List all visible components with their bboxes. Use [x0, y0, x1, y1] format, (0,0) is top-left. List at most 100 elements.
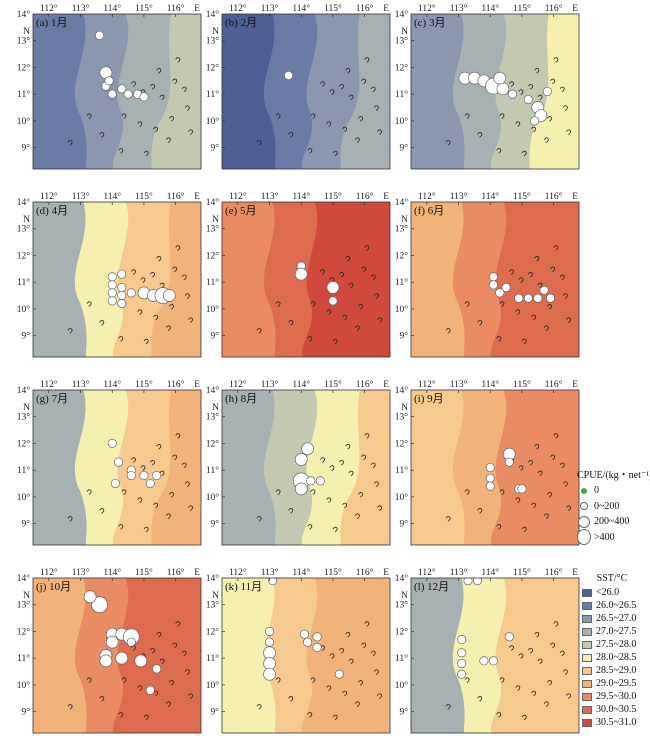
- x-tick-label: 112°: [418, 3, 436, 14]
- x-tick-label: 116°: [167, 3, 185, 14]
- cpue-point: [504, 457, 514, 467]
- y-tick-label: 11°: [206, 465, 219, 476]
- y-tick-label: 13°: [17, 36, 31, 47]
- cpue-point: [294, 453, 308, 466]
- map-panel: (a) 1月 112° 113° 114° 115° 116° E 14° 13° 12° 11° 1…: [17, 3, 202, 170]
- y-tick-label: 9°: [399, 707, 408, 718]
- reef-mark: [515, 309, 521, 315]
- cpue-point: [123, 89, 133, 99]
- panel-label: (l) 12月: [414, 581, 449, 593]
- x-tick-label: 112°: [40, 191, 58, 202]
- cpue-point: [139, 470, 149, 481]
- x-tick-label: 116°: [356, 3, 374, 14]
- reef-mark: [326, 497, 332, 503]
- sst-zone: [528, 578, 579, 733]
- cpue-point: [479, 656, 489, 666]
- reef-mark: [181, 462, 187, 469]
- reef-mark: [332, 526, 338, 533]
- reef-mark: [310, 677, 316, 683]
- sst-legend-swatch: [582, 614, 592, 623]
- y-tick-label: 10°: [206, 680, 220, 691]
- sst-legend-label: 26.5~27.0: [596, 613, 637, 624]
- map-frame: [32, 577, 202, 734]
- cpue-point: [457, 669, 467, 679]
- reef-mark: [534, 443, 540, 450]
- sst-field: [33, 14, 201, 169]
- reef-mark: [531, 502, 537, 509]
- cpue-point: [268, 578, 278, 586]
- y-tick-label: 10°: [17, 680, 31, 691]
- cpue-point: [294, 267, 308, 281]
- cpue-point: [514, 293, 524, 303]
- x-tick-label: 114°: [481, 3, 499, 14]
- y-tick-label: 11°: [395, 277, 408, 288]
- y-tick-label: 13°: [206, 224, 220, 235]
- reef-mark: [140, 465, 146, 471]
- x-tick-label: 116°: [545, 379, 563, 390]
- reef-mark: [288, 696, 294, 702]
- x-tick-label: 115°: [324, 567, 342, 578]
- reef-mark: [518, 653, 524, 659]
- reef-mark: [168, 116, 174, 122]
- reef-mark: [445, 704, 451, 710]
- sst-legend-label: 27.5~28.0: [596, 639, 637, 650]
- reef-mark: [288, 508, 294, 514]
- reef-mark: [477, 320, 483, 326]
- reef-mark: [256, 140, 262, 146]
- reef-mark: [172, 78, 178, 85]
- panel-label: (f) 6月: [414, 205, 444, 217]
- reef-mark: [326, 121, 332, 127]
- map-panel: (i) 9月 112° 113° 114° 115° 116° E 14° 13° 12° 11° 1…: [395, 379, 580, 546]
- sst-zone: [528, 202, 579, 357]
- reef-mark: [345, 443, 351, 450]
- sst-zone: [339, 14, 390, 169]
- map-frame: [221, 13, 391, 170]
- reef-mark: [543, 701, 549, 707]
- cpue-point: [485, 473, 495, 483]
- reef-mark: [118, 524, 124, 530]
- sst-field: [222, 578, 390, 733]
- reef-mark: [559, 462, 565, 469]
- y-tick-label: 11°: [17, 277, 30, 288]
- reef-mark: [361, 454, 367, 461]
- reef-mark: [156, 443, 162, 450]
- sst-field: [33, 390, 201, 545]
- reef-mark: [165, 701, 171, 707]
- y-tick-label: 10°: [206, 492, 220, 503]
- cpue-point: [457, 634, 467, 645]
- reef-mark: [137, 121, 143, 127]
- y-unit-label: N: [401, 27, 408, 37]
- y-tick-label: 13°: [395, 36, 409, 47]
- reef-mark: [143, 338, 149, 345]
- cpue-point: [493, 71, 507, 85]
- reef-mark: [361, 642, 367, 649]
- x-tick-label: 115°: [135, 379, 153, 390]
- sst-legend-title: SST/°C: [596, 573, 628, 584]
- reef-mark: [565, 505, 571, 511]
- reef-mark: [376, 317, 382, 323]
- reef-mark: [477, 132, 483, 138]
- sst-zone: [339, 578, 390, 733]
- reef-mark: [172, 454, 178, 461]
- reef-mark: [137, 309, 143, 315]
- sst-legend-item: 27.0~27.5: [582, 625, 650, 638]
- reef-mark: [86, 677, 92, 683]
- reef-mark: [565, 129, 571, 135]
- y-unit-label: N: [212, 403, 219, 413]
- map-frame: [410, 577, 580, 734]
- cpue-point: [107, 272, 117, 282]
- reef-mark: [175, 621, 181, 627]
- map-frame: [410, 13, 580, 170]
- reef-mark: [310, 489, 316, 495]
- cpue-point: [117, 290, 127, 301]
- x-tick-label: 115°: [513, 3, 531, 14]
- panel-label: (h) 8月: [225, 393, 257, 405]
- panel-label: (j) 10月: [36, 581, 71, 593]
- reef-mark: [332, 714, 338, 721]
- reef-mark: [515, 121, 521, 127]
- x-unit-label: E: [194, 4, 200, 14]
- cpue-legend-label: 0: [594, 485, 599, 497]
- reef-mark: [342, 314, 348, 321]
- x-unit-label: E: [194, 192, 200, 202]
- cpue-legend-label: 200~400: [594, 516, 630, 528]
